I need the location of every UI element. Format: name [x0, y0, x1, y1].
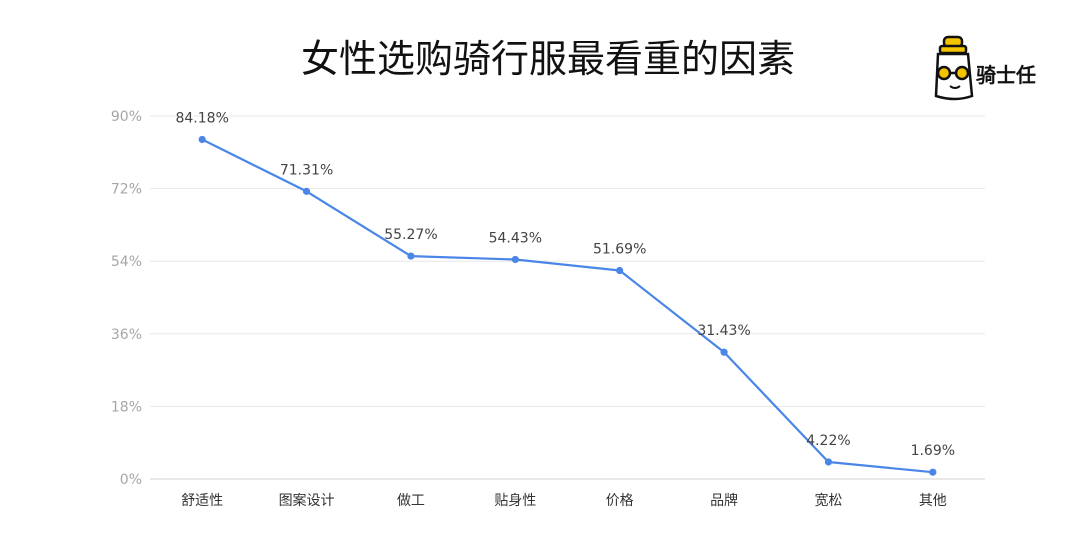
data-point: [929, 468, 937, 476]
series-line: [201, 138, 934, 474]
y-tick-label: 36%: [111, 327, 142, 343]
data-label: 1.69%: [911, 443, 955, 459]
data-label: 71.31%: [280, 162, 333, 178]
data-point: [198, 135, 206, 144]
cartoon-bottle-sunglasses-icon: [934, 35, 974, 101]
plot-area: 0% 18% 36% 54% 72% 90% 舒适性 图案设计 做工 贴身性 价格 品牌 宽松 其他 84.…: [111, 109, 985, 509]
x-tick-label: 宽松: [814, 492, 842, 509]
data-label: 4.22%: [806, 433, 850, 449]
data-point: [511, 255, 519, 264]
y-tick-label: 54%: [111, 254, 142, 270]
brand-name: 骑士任: [976, 63, 1036, 87]
data-point: [616, 266, 624, 275]
x-tick-label: 做工: [397, 493, 425, 509]
y-tick-label: 0%: [120, 472, 142, 488]
data-point: [824, 458, 833, 466]
data-point: [302, 187, 311, 195]
x-tick-label: 图案设计: [279, 492, 335, 509]
y-tick-label: 90%: [111, 109, 142, 125]
chart-title: 女性选购骑行服最看重的因素: [301, 37, 795, 81]
y-tick-label: 18%: [111, 399, 142, 415]
data-label: 51.69%: [593, 242, 646, 258]
brand-logo: 骑士任: [934, 35, 1036, 101]
data-point: [720, 348, 728, 356]
data-label: 55.27%: [384, 227, 437, 243]
x-tick-label: 舒适性: [181, 493, 223, 509]
data-label: 31.43%: [697, 323, 750, 339]
x-tick-label: 其他: [919, 493, 947, 509]
data-label: 54.43%: [489, 230, 542, 246]
data-label: 84.18%: [175, 110, 228, 126]
x-tick-label: 品牌: [710, 492, 738, 509]
data-point: [407, 252, 415, 260]
x-tick-label: 贴身性: [494, 493, 536, 509]
y-tick-label: 72%: [111, 182, 142, 198]
x-tick-label: 价格: [606, 493, 634, 509]
